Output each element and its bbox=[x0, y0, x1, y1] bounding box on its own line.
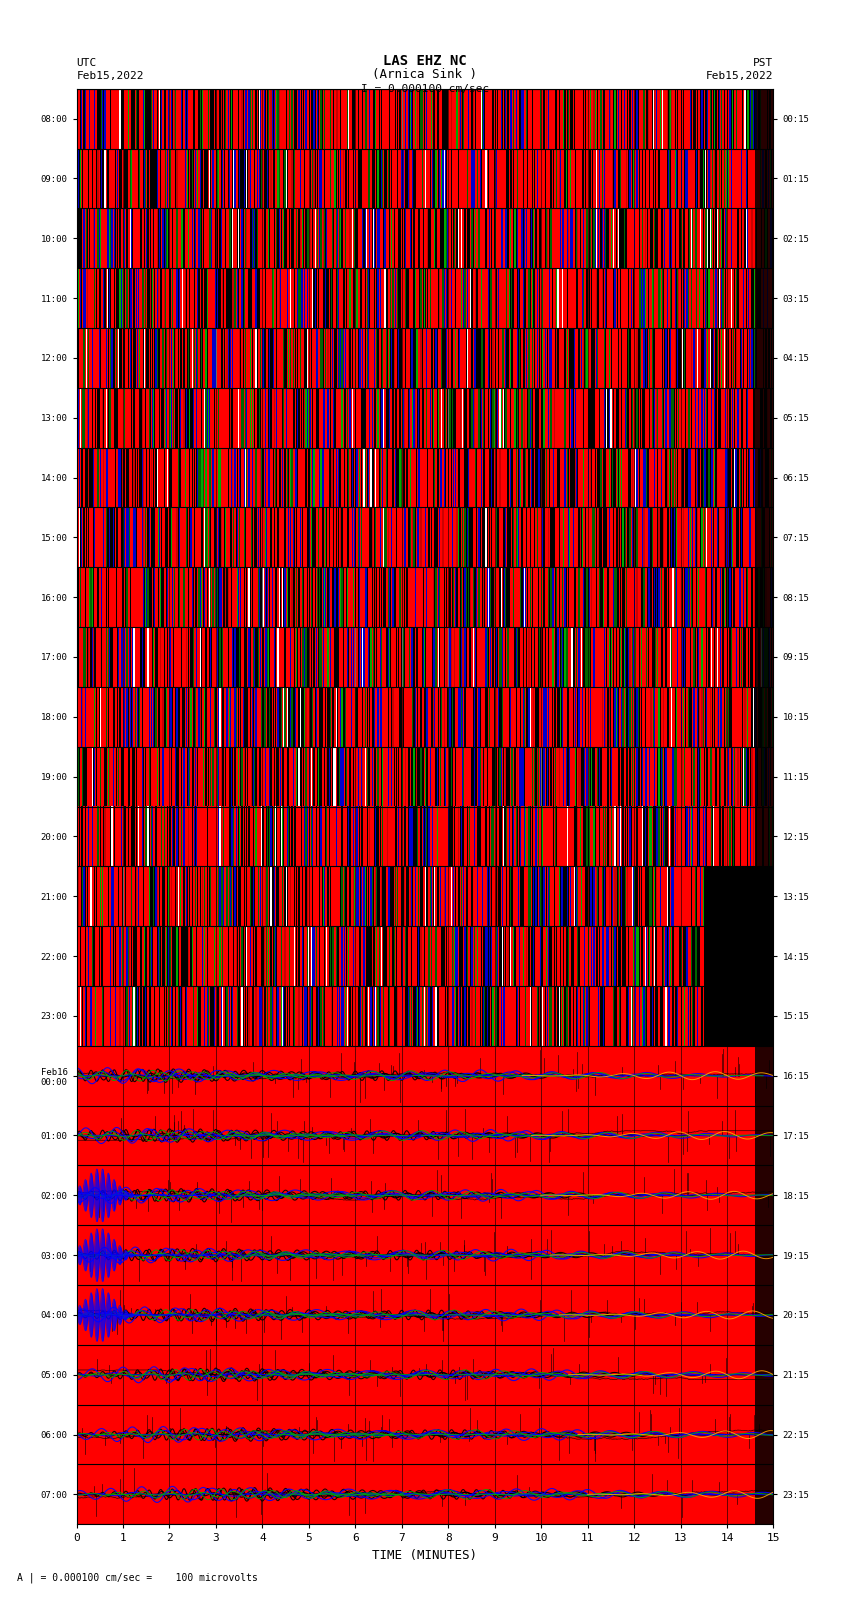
Text: LAS EHZ NC: LAS EHZ NC bbox=[383, 53, 467, 68]
Text: A | = 0.000100 cm/sec =    100 microvolts: A | = 0.000100 cm/sec = 100 microvolts bbox=[17, 1573, 258, 1582]
X-axis label: TIME (MINUTES): TIME (MINUTES) bbox=[372, 1548, 478, 1561]
Text: UTC: UTC bbox=[76, 58, 97, 68]
Text: PST: PST bbox=[753, 58, 774, 68]
Text: I = 0.000100 cm/sec: I = 0.000100 cm/sec bbox=[361, 84, 489, 94]
Text: Feb15,2022: Feb15,2022 bbox=[706, 71, 774, 81]
Text: Feb15,2022: Feb15,2022 bbox=[76, 71, 144, 81]
Text: (Arnica Sink ): (Arnica Sink ) bbox=[372, 68, 478, 81]
